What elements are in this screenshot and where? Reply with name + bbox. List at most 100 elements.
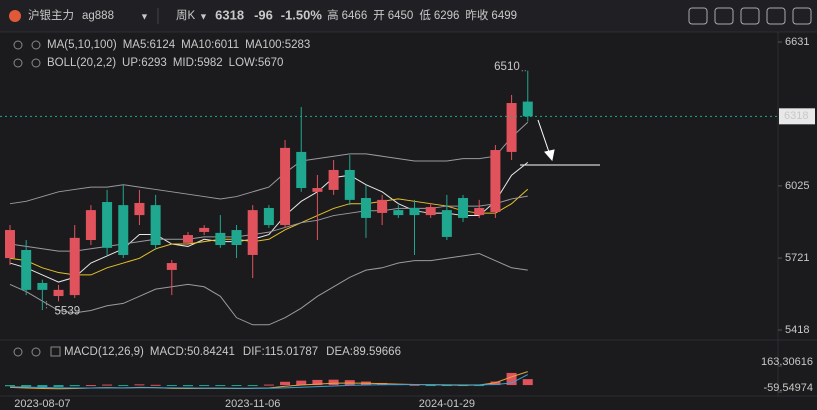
settings-icon	[31, 58, 41, 68]
y-tick-label: -59.54974	[763, 382, 813, 394]
legend-entry: MA100:5283	[245, 39, 310, 51]
candle-body	[37, 282, 48, 290]
macd-bar	[506, 372, 517, 386]
tool-button[interactable]	[792, 7, 812, 25]
candle-body	[199, 227, 210, 232]
macd-bar	[21, 385, 32, 387]
macd-bar	[134, 384, 145, 386]
label: 高	[327, 8, 339, 22]
legend-entry: LOW:5670	[229, 57, 284, 69]
candle-body	[215, 232, 226, 246]
price: 6318	[215, 7, 244, 22]
tool-button[interactable]	[688, 7, 708, 25]
candle-body	[118, 205, 129, 255]
candle-body	[53, 289, 64, 297]
macd-bar	[296, 380, 307, 386]
dropdown-arrow[interactable]: ▼	[199, 11, 208, 21]
candle-body	[150, 205, 161, 246]
macd-bar	[37, 385, 48, 388]
macd-bar	[425, 385, 436, 387]
last-price-box	[779, 108, 815, 125]
price-plot	[5, 70, 533, 326]
macd-bar	[312, 379, 323, 386]
macd-bar	[102, 384, 113, 386]
label: 开	[373, 10, 385, 22]
legend-entry: MA5:6124	[123, 39, 176, 51]
eye-icon	[13, 40, 23, 50]
label: 昨收	[465, 8, 488, 22]
change: -96	[254, 7, 273, 22]
candle-body	[360, 197, 371, 218]
candle-body	[69, 237, 80, 296]
y-tick-label: 163.30616	[761, 356, 813, 368]
candle-body	[490, 150, 501, 212]
tool-button[interactable]	[714, 7, 734, 25]
x-tick-label: 2023-08-07	[14, 398, 70, 410]
candle-body	[328, 169, 339, 190]
value: 6450	[388, 10, 414, 22]
x-tick-label: 2024-01-29	[419, 398, 475, 410]
macd-bar	[328, 379, 339, 386]
macd-bar	[182, 385, 193, 387]
value: 6466	[342, 10, 368, 22]
candle-body	[280, 147, 291, 226]
indicator-line	[9, 195, 528, 252]
macd-bar	[490, 381, 501, 386]
indicator-label: BOLL(20,2,2)	[47, 57, 116, 69]
legend-entry: MA10:6011	[181, 39, 239, 51]
macd-bar	[263, 384, 274, 386]
y-tick-label: 6631	[785, 36, 809, 48]
macd-bar	[118, 385, 129, 387]
eye-icon	[13, 58, 23, 68]
tool-button[interactable]	[740, 7, 760, 25]
candle-body	[312, 188, 323, 192]
candle-body	[393, 210, 404, 216]
macd-plot	[5, 371, 533, 390]
toolbar-icons	[688, 7, 812, 25]
legend-entry: DEA:89.59666	[326, 346, 401, 358]
macd-bar	[199, 385, 210, 387]
dropdown-arrow[interactable]: ▼	[140, 11, 149, 21]
macd-bar	[166, 385, 177, 387]
indicator-line	[9, 253, 528, 326]
expand-icon	[50, 346, 61, 357]
candle-body	[458, 197, 469, 218]
candle-body	[474, 207, 485, 216]
label: 低	[419, 9, 431, 22]
indicator-label: MA(5,10,100)	[47, 39, 117, 51]
max-label: 6510	[494, 61, 520, 73]
legend-entry: DIF:115.01787	[243, 346, 318, 358]
min-label: 5539	[55, 305, 81, 317]
candle-body	[344, 169, 355, 200]
symbol-code: ag888	[82, 10, 114, 22]
settings-icon	[31, 40, 41, 50]
candle-body	[522, 101, 533, 117]
symbol-name: 沪银主力	[28, 8, 74, 22]
candle-body	[5, 230, 15, 259]
macd-bar	[85, 385, 96, 387]
candle-body	[134, 202, 145, 216]
candle-body	[21, 249, 32, 290]
macd-bar	[53, 385, 64, 387]
macd-bar	[280, 381, 291, 386]
top-bar	[0, 0, 817, 32]
tool-button[interactable]	[766, 7, 786, 25]
candle-body	[85, 210, 96, 241]
candle-body	[296, 151, 307, 189]
eye-icon	[13, 347, 23, 357]
candle-body	[247, 210, 258, 255]
change-pct: -1.50%	[281, 7, 323, 22]
period: 周K	[176, 9, 195, 22]
macd-bar	[215, 385, 226, 387]
candle-body	[102, 202, 113, 248]
candle-body	[377, 199, 388, 213]
value: 6296	[434, 10, 460, 22]
indicator-line	[9, 121, 529, 205]
candle-body	[409, 207, 420, 216]
candle-body	[263, 207, 274, 226]
indicator-line	[9, 161, 529, 283]
y-tick-label: 5418	[785, 324, 809, 336]
x-tick-label: 2023-11-06	[225, 398, 280, 410]
value: 6499	[491, 10, 517, 22]
